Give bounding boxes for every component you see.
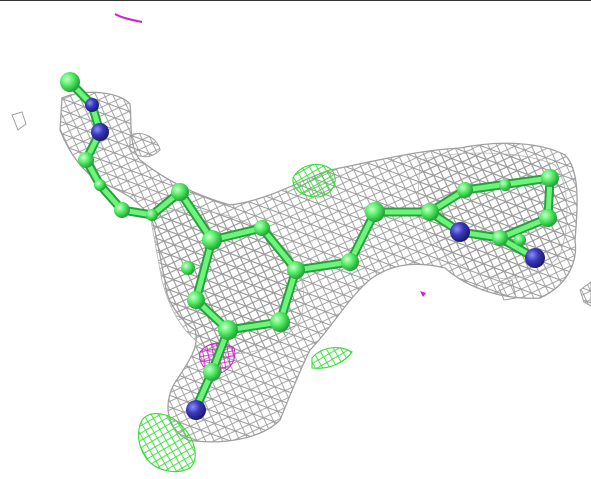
carbon-atom: [187, 291, 205, 309]
nitrogen-atom: [525, 248, 545, 268]
carbon-atom: [218, 320, 238, 340]
positive-difference-mesh: [137, 163, 353, 473]
carbon-atom: [365, 202, 385, 222]
carbon-atom: [514, 234, 526, 246]
carbon-atom: [203, 363, 221, 381]
carbon-atom: [492, 230, 508, 246]
molecule-atoms: [60, 72, 559, 420]
carbon-atom: [94, 179, 106, 191]
carbon-atom: [541, 169, 559, 187]
carbon-atom: [421, 203, 439, 221]
carbon-atom: [287, 261, 305, 279]
carbon-atom: [457, 182, 473, 198]
carbon-atom: [114, 202, 130, 218]
top-frame-line: [0, 0, 591, 1]
carbon-atom: [202, 230, 222, 250]
carbon-atom: [146, 209, 158, 221]
carbon-atom: [254, 220, 270, 236]
nitrogen-atom: [91, 123, 109, 141]
carbon-atom: [171, 183, 189, 201]
carbon-atom: [499, 179, 511, 191]
carbon-atom: [539, 209, 557, 227]
carbon-atom: [270, 312, 290, 332]
nitrogen-atom: [450, 222, 470, 242]
carbon-atom: [181, 261, 195, 275]
carbon-atom: [341, 253, 359, 271]
carbon-atom: [60, 72, 80, 92]
nitrogen-atom: [85, 98, 99, 112]
carbon-atom: [78, 152, 94, 168]
nitrogen-atom: [186, 400, 206, 420]
